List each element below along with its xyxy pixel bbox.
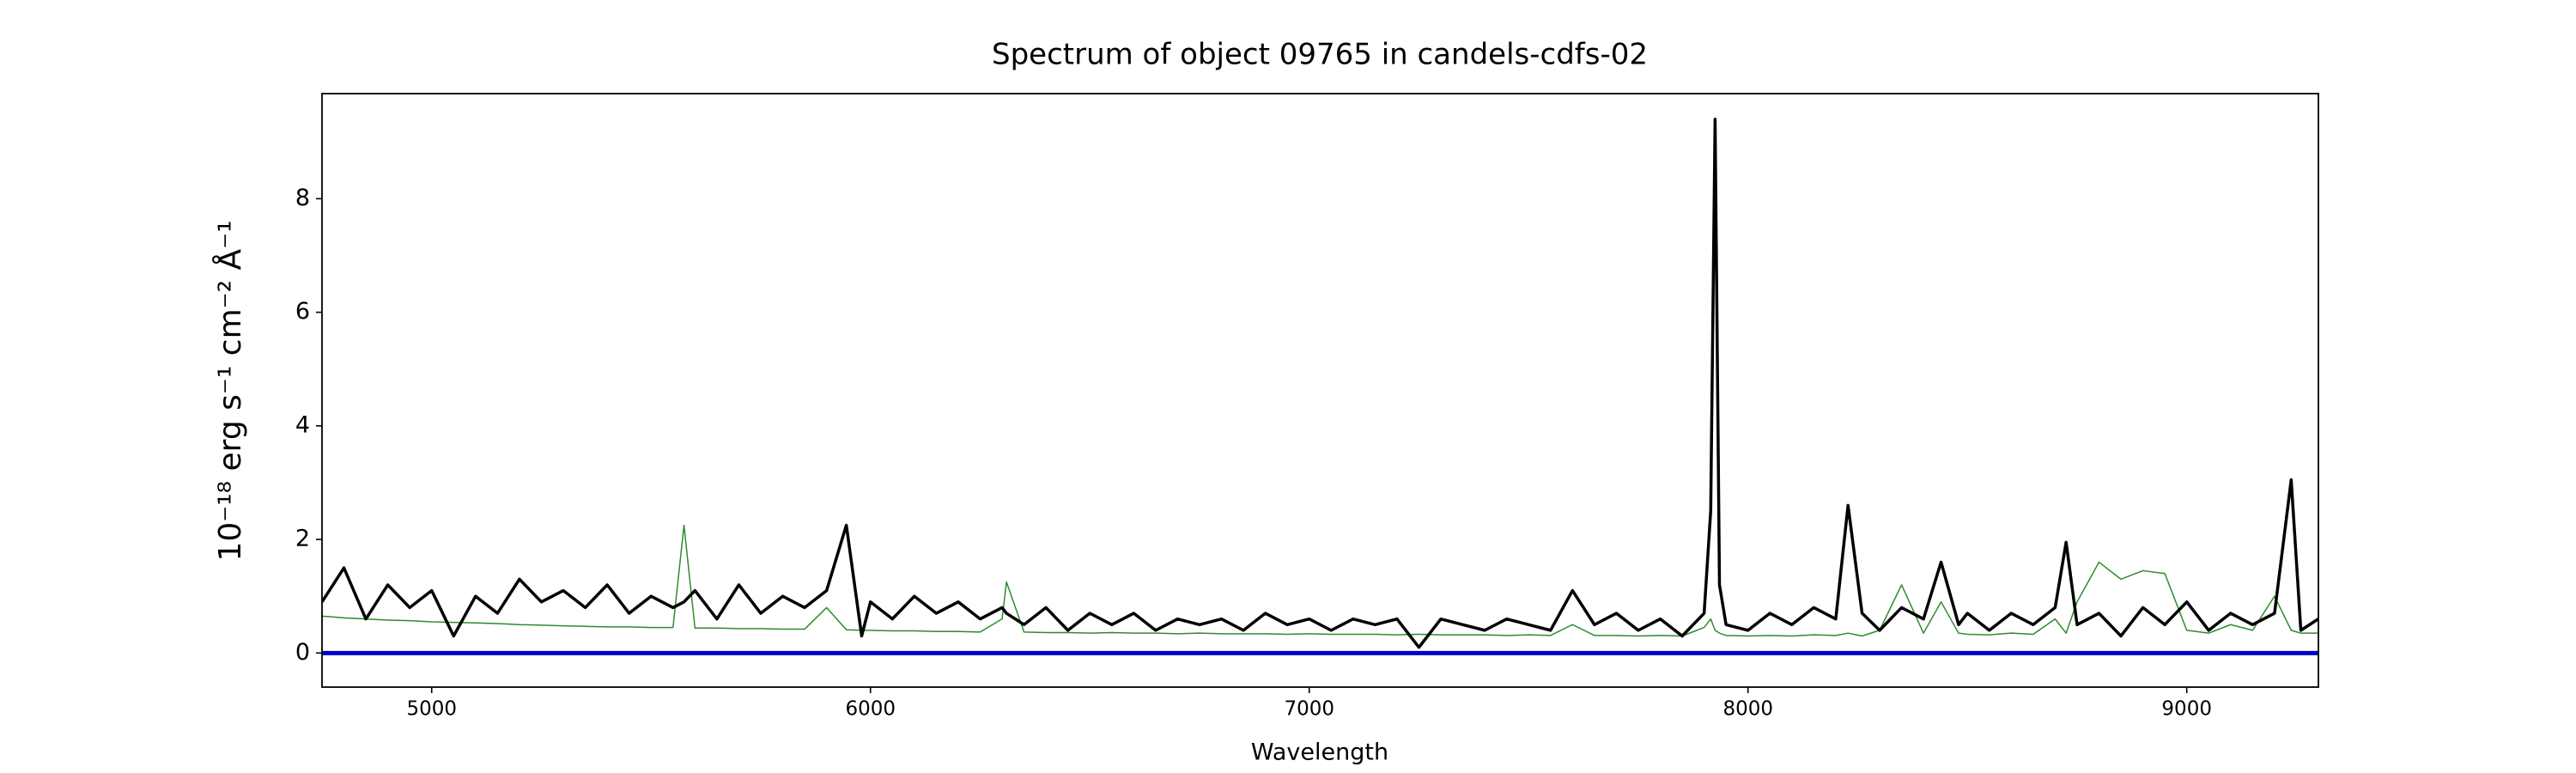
spectrum-line xyxy=(322,118,2318,649)
spectrum-line xyxy=(322,524,2318,637)
y-tick-label: 8 xyxy=(295,185,310,211)
y-tick-label: 4 xyxy=(295,411,310,438)
x-tick-label: 5000 xyxy=(406,698,457,721)
x-axis-label: Wavelength xyxy=(1251,740,1388,766)
x-tick-label: 7000 xyxy=(1284,698,1334,721)
y-axis-label: 10⁻¹⁸ erg s⁻¹ cm⁻² Å⁻¹ xyxy=(211,220,248,561)
x-tick-label: 9000 xyxy=(2161,698,2212,721)
x-tick-label: 6000 xyxy=(845,698,896,721)
plot-frame xyxy=(321,93,2319,688)
chart-title: Spectrum of object 09765 in candels-cdfs… xyxy=(992,38,1648,72)
x-tick-label: 8000 xyxy=(1722,698,1773,721)
y-tick-label: 2 xyxy=(295,526,310,552)
y-tick-label: 0 xyxy=(295,639,310,666)
y-tick-label: 6 xyxy=(295,298,310,325)
